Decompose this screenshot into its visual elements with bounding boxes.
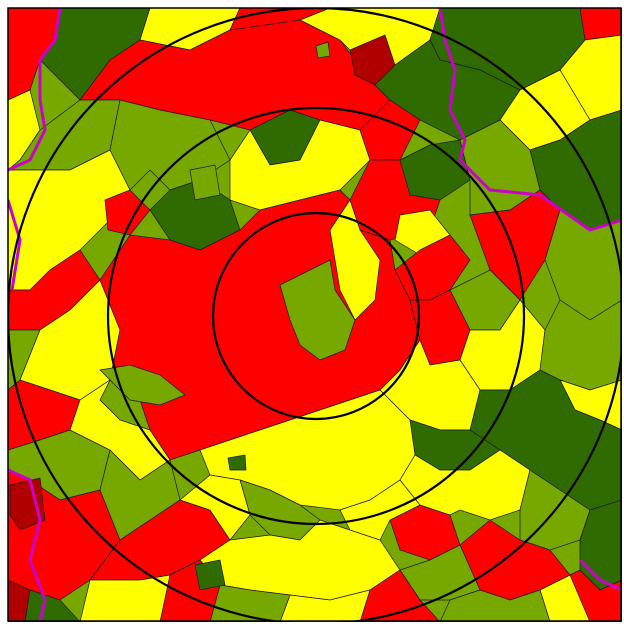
region: [579, 8, 622, 41]
region: [227, 454, 247, 471]
region: [339, 479, 421, 541]
region: [9, 477, 46, 531]
map-border: [7, 7, 622, 622]
state-borders: [8, 8, 622, 622]
region: [439, 589, 551, 622]
region: [104, 189, 151, 236]
state-border: [8, 8, 62, 172]
middle-ring: [106, 106, 526, 526]
region: [399, 449, 531, 521]
inner-ring: [211, 211, 421, 421]
region: [179, 474, 251, 541]
region: [99, 364, 186, 406]
region: [315, 41, 331, 59]
region: [194, 559, 226, 591]
radius-rings: [8, 8, 622, 622]
region: [279, 259, 356, 361]
region: [189, 164, 221, 201]
regions: [8, 8, 622, 622]
state-border: [578, 558, 622, 592]
state-border: [8, 468, 47, 622]
state-border: [8, 199, 22, 291]
region: [24, 589, 81, 622]
state-border: [438, 8, 622, 232]
region: [359, 99, 421, 161]
region: [79, 574, 171, 622]
region: [8, 579, 31, 622]
region: [569, 569, 622, 622]
region: [329, 199, 381, 321]
